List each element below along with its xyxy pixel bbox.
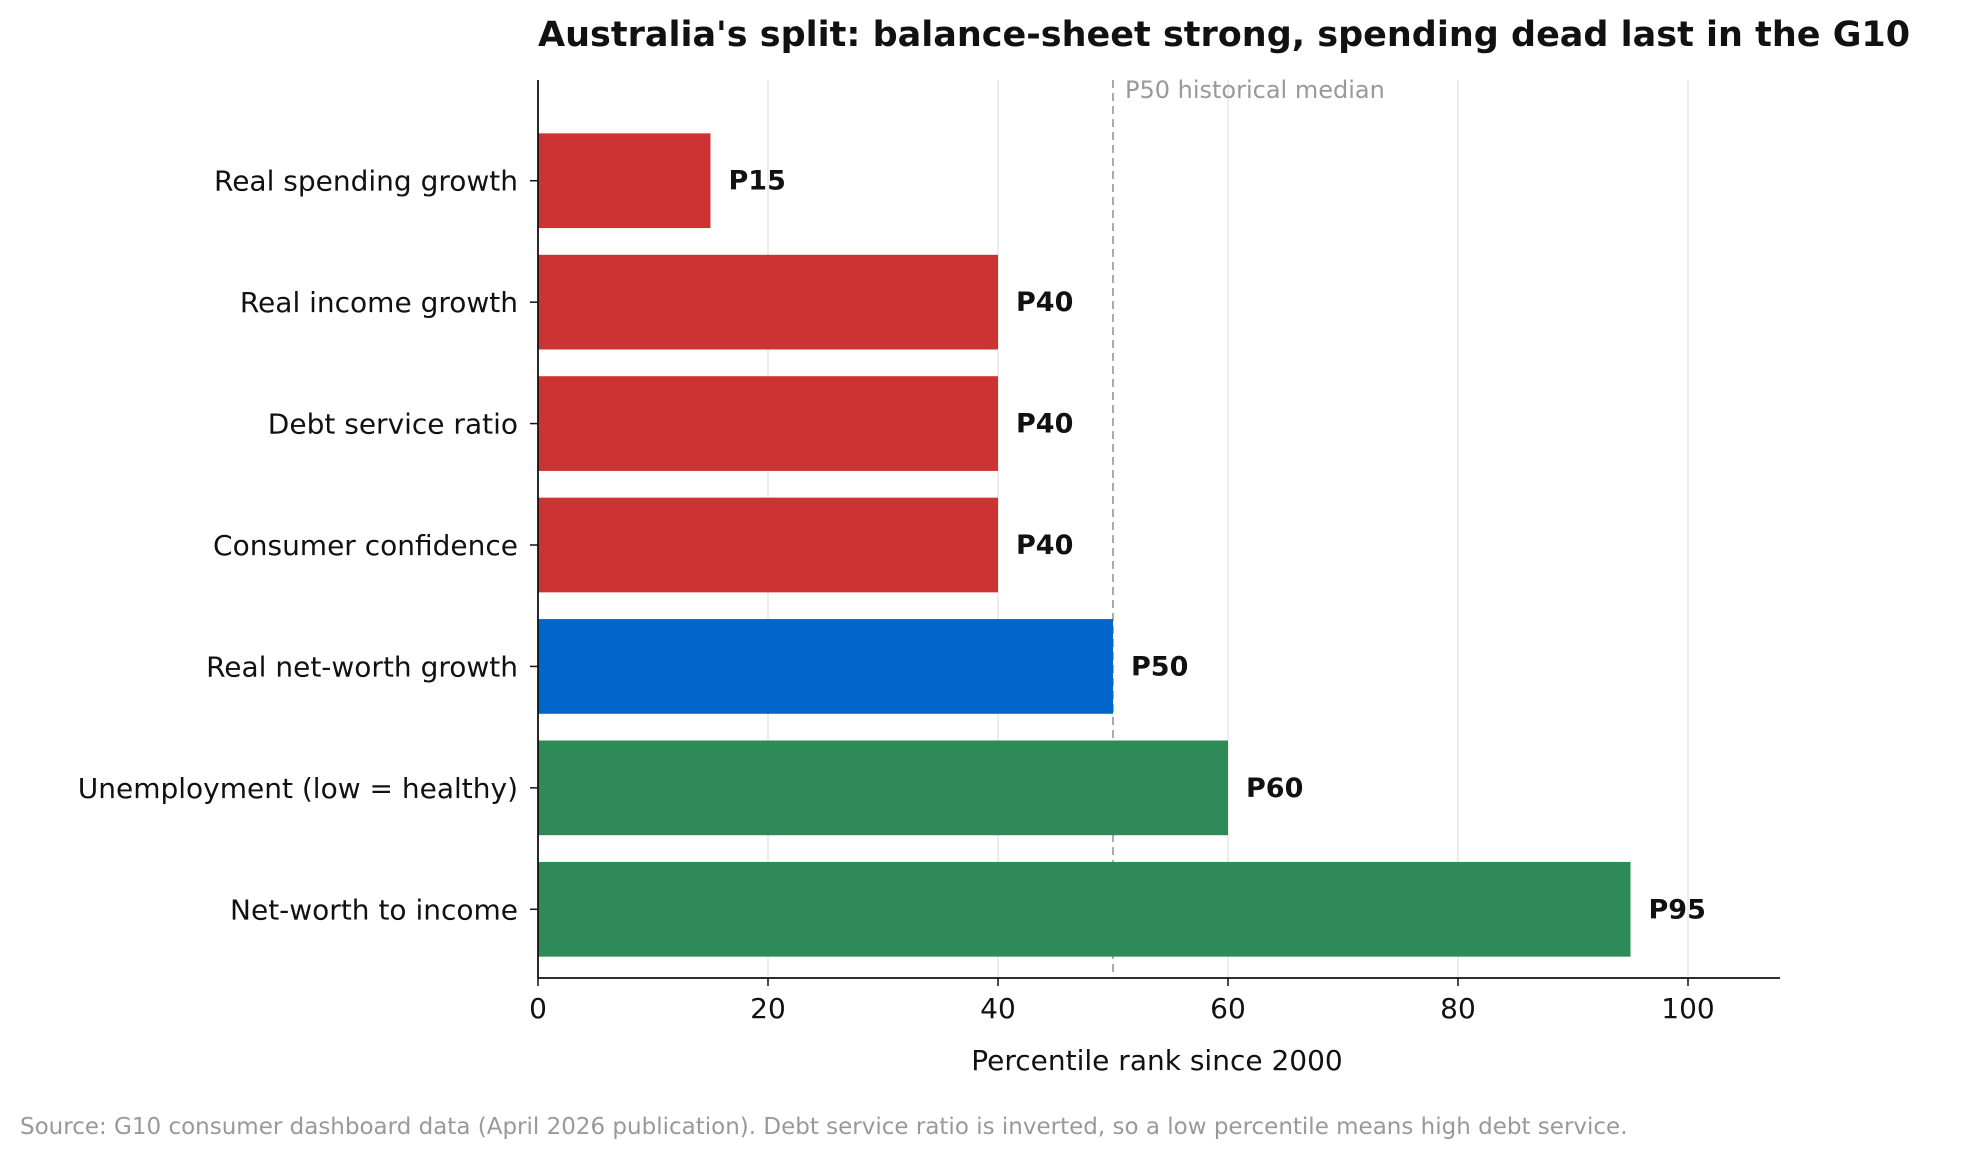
category-label: Unemployment (low = healthy) — [78, 772, 518, 805]
category-label: Debt service ratio — [268, 408, 518, 441]
data-label: P60 — [1246, 773, 1303, 804]
data-label: P40 — [1016, 287, 1073, 318]
data-label: P15 — [729, 166, 786, 197]
bar — [538, 619, 1113, 714]
bar — [538, 133, 711, 229]
bar — [538, 254, 998, 350]
x-tick-label: 80 — [1440, 992, 1476, 1025]
category-label: Consumer confidence — [213, 529, 518, 562]
x-axis-label: Percentile rank since 2000 — [971, 1044, 1342, 1077]
bars: P15 Real spending growth P40 Real income gr… — [78, 133, 1706, 957]
bar — [538, 497, 998, 593]
category-label: Net-worth to income — [230, 893, 518, 926]
x-tick-label: 20 — [750, 992, 786, 1025]
source-footnote: Source: G10 consumer dashboard data (Apr… — [20, 1114, 1628, 1140]
data-label: P40 — [1016, 409, 1073, 440]
bar — [538, 861, 1631, 957]
category-label: Real spending growth — [214, 165, 518, 198]
data-label: P50 — [1131, 651, 1188, 682]
bar — [538, 740, 1228, 836]
x-tick-label: 100 — [1661, 992, 1714, 1025]
x-tick-label: 40 — [980, 992, 1016, 1025]
data-label: P40 — [1016, 530, 1073, 561]
reference-line-group: P50 historical median — [1112, 76, 1385, 978]
chart-title: Australia's split: balance-sheet strong,… — [538, 15, 1910, 55]
category-label: Real income growth — [240, 286, 518, 319]
reference-line-label: P50 historical median — [1125, 76, 1385, 104]
x-tick-label: 0 — [529, 992, 547, 1025]
x-tick-label: 60 — [1210, 992, 1246, 1025]
category-label: Real net-worth growth — [206, 650, 518, 683]
bar — [538, 376, 998, 471]
data-label: P95 — [1649, 894, 1706, 925]
axes: 0 20 40 60 80 100 — [529, 80, 1780, 1025]
